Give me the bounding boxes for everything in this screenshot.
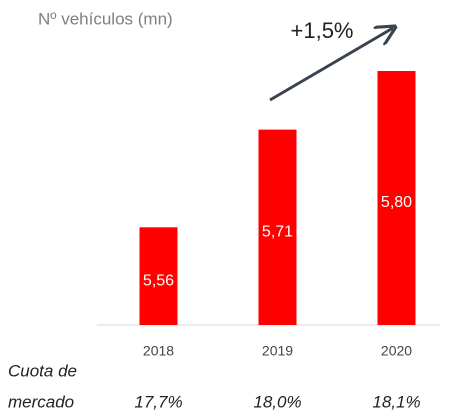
x-tick-label: 2018 (143, 343, 174, 359)
row-label: mercado (8, 392, 74, 411)
share-label: 18,0% (253, 392, 301, 411)
row-label: Cuota de (8, 361, 77, 380)
x-tick-label: 2019 (262, 343, 293, 359)
bar (139, 227, 178, 325)
share-label: 18,1% (372, 392, 420, 411)
annotation: +1,5% (291, 18, 354, 43)
bar (258, 129, 297, 325)
trend-arrow (269, 28, 393, 102)
x-tick-label: 2020 (381, 343, 412, 359)
share-label: 17,7% (134, 392, 182, 411)
value-label: 5,80 (381, 194, 412, 211)
bar (377, 71, 416, 325)
value-label: 5,56 (143, 272, 174, 289)
axis-label: Nº vehículos (mn) (38, 9, 173, 28)
value-label: 5,71 (262, 224, 293, 241)
